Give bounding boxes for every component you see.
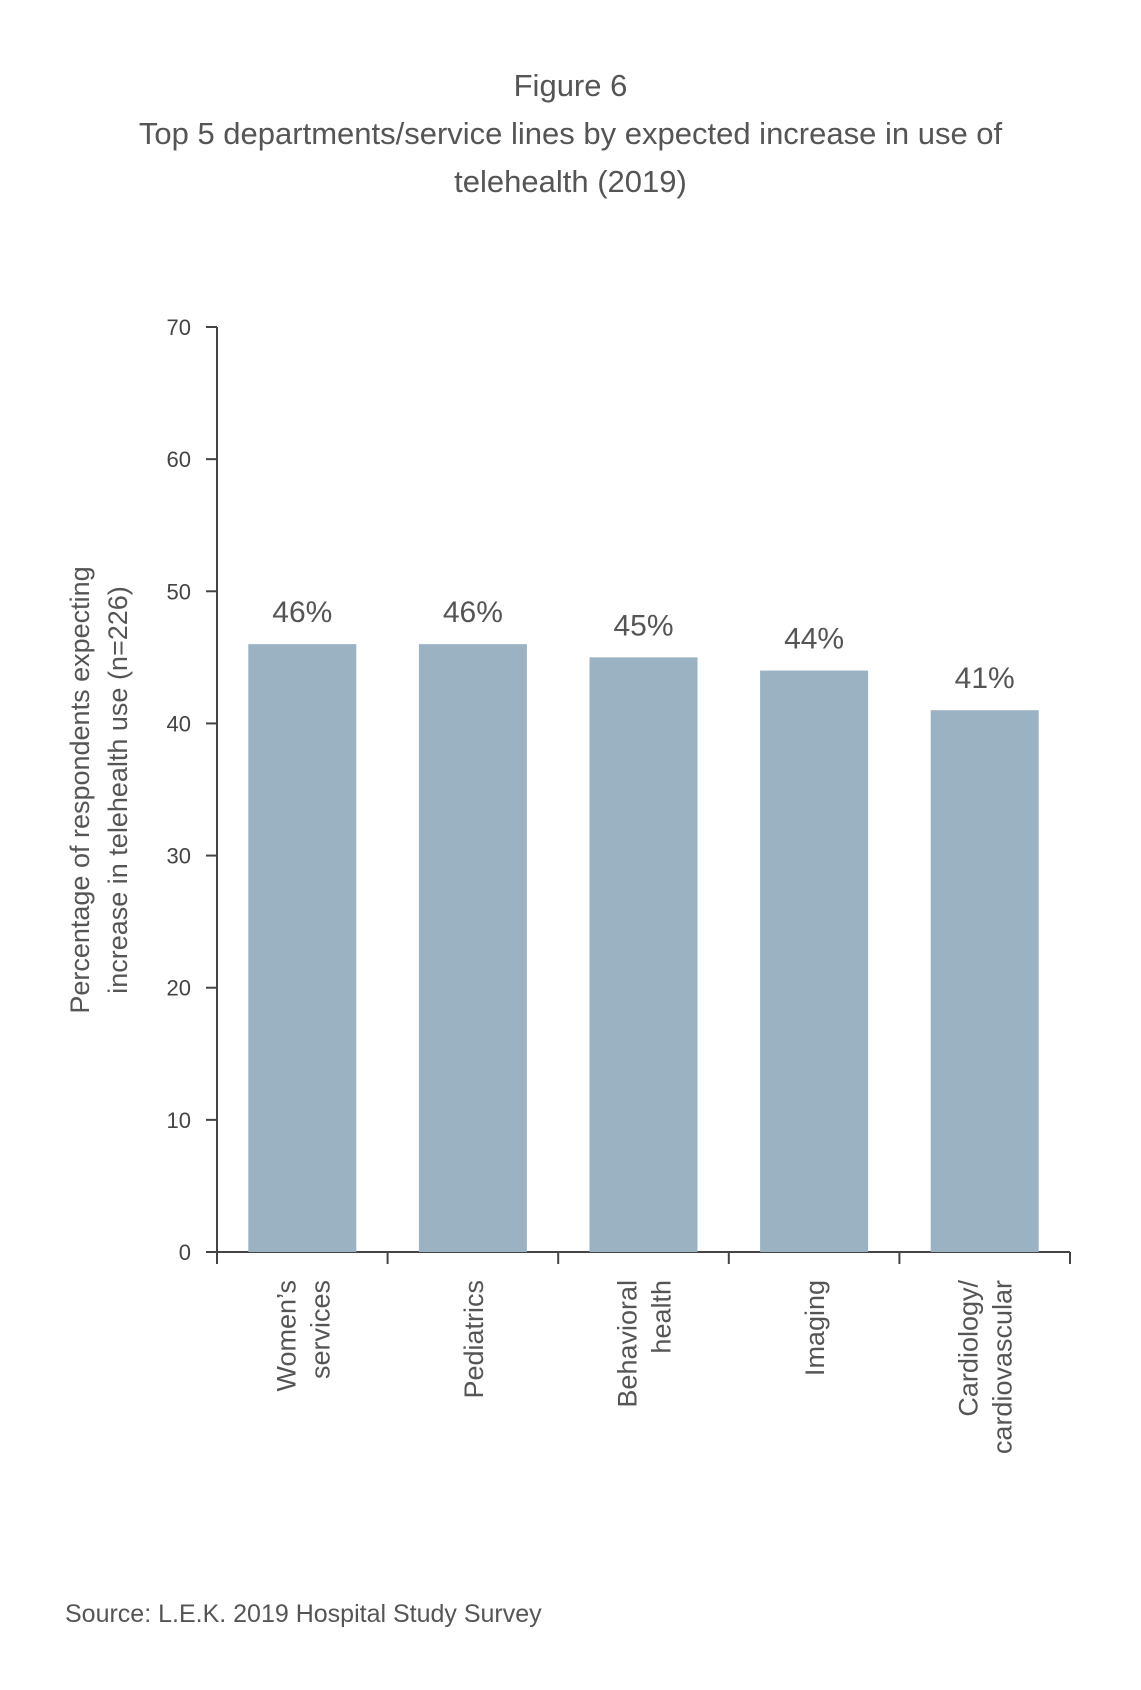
y-axis-label: Percentage of respondents expecting incre… (65, 566, 133, 1013)
y-axis-label-line: increase in telehealth use (n=226) (103, 586, 133, 994)
y-tick-label: 30 (167, 844, 191, 869)
y-tick-label: 50 (167, 579, 191, 604)
bar (760, 670, 869, 1252)
y-tick-label: 10 (167, 1108, 191, 1133)
y-tick-label: 0 (179, 1240, 191, 1265)
data-label: 46% (443, 596, 503, 629)
bar (589, 657, 698, 1252)
y-tick-label: 20 (167, 976, 191, 1001)
category-label: Pediatrics (459, 1280, 489, 1399)
chart-title: Top 5 departments/service lines by expec… (138, 116, 1003, 199)
source-note: Source: L.E.K. 2019 Hospital Study Surve… (65, 1600, 542, 1628)
category-label: Imaging (800, 1280, 830, 1376)
category-label: cardiovascular (988, 1280, 1018, 1454)
data-label: 41% (955, 662, 1015, 695)
y-tick-label: 60 (167, 447, 191, 472)
y-tick-label: 70 (167, 315, 191, 340)
bar (248, 644, 357, 1252)
figure-label: Figure 6 (513, 68, 628, 103)
data-label: 44% (784, 623, 844, 656)
bar (418, 644, 527, 1252)
figure-header: Figure 6 Top 5 departments/service lines… (0, 62, 1141, 206)
y-tick-label: 40 (167, 711, 191, 736)
bar (930, 710, 1039, 1252)
category-label: services (305, 1280, 335, 1379)
category-label: Behavioral (613, 1280, 643, 1408)
data-label: 45% (613, 609, 673, 642)
category-label: health (647, 1280, 677, 1354)
category-label: Women’s (271, 1280, 301, 1392)
y-axis-label-line: Percentage of respondents expecting (65, 566, 95, 1013)
category-label: Cardiology/ (954, 1280, 984, 1417)
data-label: 46% (272, 596, 332, 629)
